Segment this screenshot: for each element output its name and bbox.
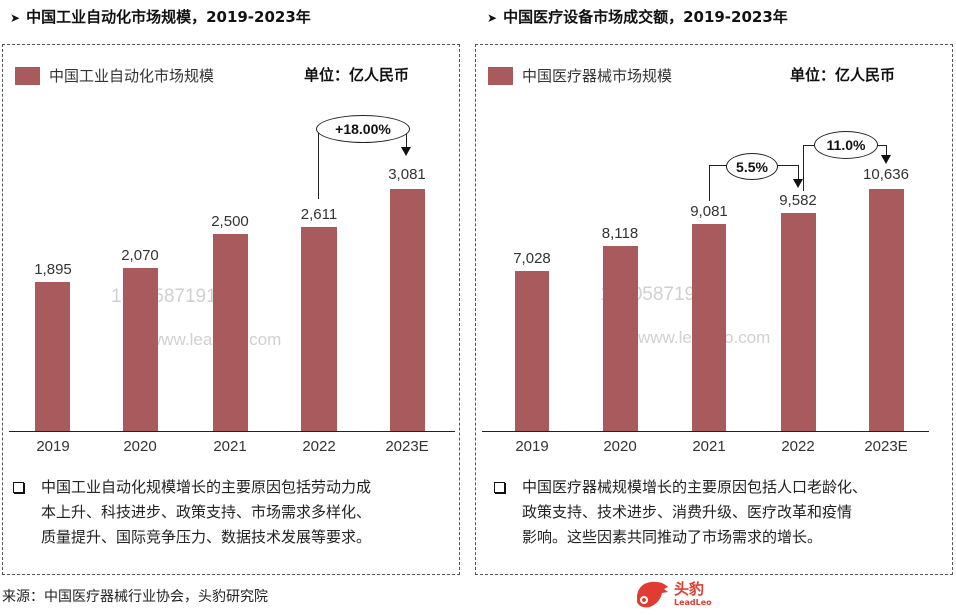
bar-2022 bbox=[301, 227, 337, 431]
left-section-title: ➤ 中国工业自动化市场规模，2019-2023年 bbox=[10, 6, 311, 27]
x-tick-label: 2023E bbox=[864, 438, 908, 455]
bar-2023e bbox=[390, 189, 425, 431]
value-label: 2,611 bbox=[300, 206, 338, 223]
right-title-text: 中国医疗设备市场成交额，2019-2023年 bbox=[503, 8, 788, 26]
bar-2020 bbox=[603, 246, 638, 431]
bar-2023e bbox=[869, 189, 904, 431]
callout-connector bbox=[798, 165, 799, 179]
bar-2021 bbox=[213, 234, 248, 431]
note-line: 影响。这些因素共同推动了市场需求的增长。 bbox=[522, 528, 823, 546]
unit-label: 单位：亿人民币 bbox=[790, 66, 896, 84]
callout-connector bbox=[803, 145, 804, 191]
value-label: 3,081 bbox=[388, 166, 426, 183]
x-tick-label: 2020 bbox=[123, 438, 157, 455]
note-line: 政策支持、技术进步、消费升级、医疗改革和疫情 bbox=[522, 503, 853, 521]
x-tick-label: 2022 bbox=[302, 438, 336, 455]
checkbox-bullet-icon bbox=[13, 482, 24, 493]
x-tick-label: 2022 bbox=[781, 438, 815, 455]
x-tick-label: 2023E bbox=[385, 438, 429, 455]
leopard-head-icon bbox=[637, 581, 668, 608]
x-tick-label: 2019 bbox=[515, 438, 549, 455]
value-label: 9,081 bbox=[690, 203, 728, 220]
growth-callout: +18.00% bbox=[316, 115, 410, 143]
legend-swatch bbox=[488, 66, 513, 85]
x-tick-label: 2021 bbox=[692, 438, 726, 455]
legend-swatch bbox=[15, 66, 40, 85]
growth-callout: 5.5% bbox=[726, 153, 778, 180]
legend-label: 中国医疗器械市场规模 bbox=[522, 67, 673, 85]
note-paragraph: 中国工业自动化规模增长的主要原因包括劳动力成 本上升、科技进步、政策支持、市场需… bbox=[13, 475, 453, 550]
callout-connector bbox=[318, 127, 319, 199]
x-tick-label: 2021 bbox=[213, 438, 247, 455]
note-line: 中国工业自动化规模增长的主要原因包括劳动力成 bbox=[41, 478, 372, 496]
left-title-text: 中国工业自动化市场规模，2019-2023年 bbox=[26, 8, 311, 26]
arrow-bullet-icon: ➤ bbox=[10, 11, 21, 25]
arrow-down-icon bbox=[881, 155, 891, 164]
value-label: 1,895 bbox=[34, 261, 72, 278]
note-line: 质量提升、国际竞争压力、数据技术发展等要求。 bbox=[41, 528, 372, 546]
unit-label: 单位：亿人民币 bbox=[304, 66, 410, 84]
x-tick-label: 2019 bbox=[36, 438, 70, 455]
arrow-down-icon bbox=[401, 147, 411, 156]
value-label: 2,070 bbox=[121, 247, 159, 264]
callout-connector bbox=[406, 127, 407, 147]
value-label: 8,118 bbox=[601, 225, 639, 242]
logo-text: 头豹 LeadLeo bbox=[674, 579, 712, 607]
checkbox-bullet-icon bbox=[494, 482, 505, 493]
callout-connector bbox=[709, 165, 710, 201]
right-chart-panel: 中国医疗器械市场规模 单位：亿人民币 13405871916 www.leadl… bbox=[475, 44, 953, 575]
source-note: 来源：中国医疗器械行业协会，头豹研究院 bbox=[2, 589, 268, 605]
note-text: 中国工业自动化规模增长的主要原因包括劳动力成 本上升、科技进步、政策支持、市场需… bbox=[41, 475, 453, 550]
bar-2021 bbox=[692, 224, 726, 431]
value-label: 2,500 bbox=[211, 213, 249, 230]
x-tick-label: 2020 bbox=[603, 438, 637, 455]
legend: 中国工业自动化市场规模 bbox=[15, 65, 214, 86]
note-line: 本上升、科技进步、政策支持、市场需求多样化、 bbox=[41, 503, 372, 521]
value-label: 10,636 bbox=[863, 166, 909, 183]
x-axis bbox=[9, 431, 455, 432]
growth-callout: 11.0% bbox=[814, 131, 878, 159]
bar-2019 bbox=[515, 271, 549, 431]
logo-cn: 头豹 bbox=[674, 579, 705, 598]
arrow-down-icon bbox=[793, 179, 803, 188]
x-axis bbox=[482, 431, 929, 432]
right-section-title: ➤ 中国医疗设备市场成交额，2019-2023年 bbox=[487, 6, 788, 27]
logo-en: LeadLeo bbox=[674, 597, 712, 607]
legend: 中国医疗器械市场规模 bbox=[488, 65, 672, 86]
leadleo-logo: 头豹 LeadLeo bbox=[634, 578, 712, 610]
bar-2020 bbox=[123, 268, 158, 431]
value-label: 7,028 bbox=[513, 250, 551, 267]
callout-connector bbox=[886, 145, 887, 155]
legend-label: 中国工业自动化市场规模 bbox=[49, 67, 215, 85]
note-text: 中国医疗器械规模增长的主要原因包括人口老龄化、 政策支持、技术进步、消费升级、医… bbox=[522, 475, 949, 550]
bar-2022 bbox=[781, 213, 816, 431]
arrow-bullet-icon: ➤ bbox=[487, 11, 498, 25]
bar-2019 bbox=[35, 282, 70, 431]
note-paragraph: 中国医疗器械规模增长的主要原因包括人口老龄化、 政策支持、技术进步、消费升级、医… bbox=[494, 475, 949, 550]
value-label: 9,582 bbox=[779, 192, 817, 209]
left-chart-panel: 中国工业自动化市场规模 单位：亿人民币 13405871916 www.lead… bbox=[2, 44, 460, 575]
note-line: 中国医疗器械规模增长的主要原因包括人口老龄化、 bbox=[522, 478, 868, 496]
